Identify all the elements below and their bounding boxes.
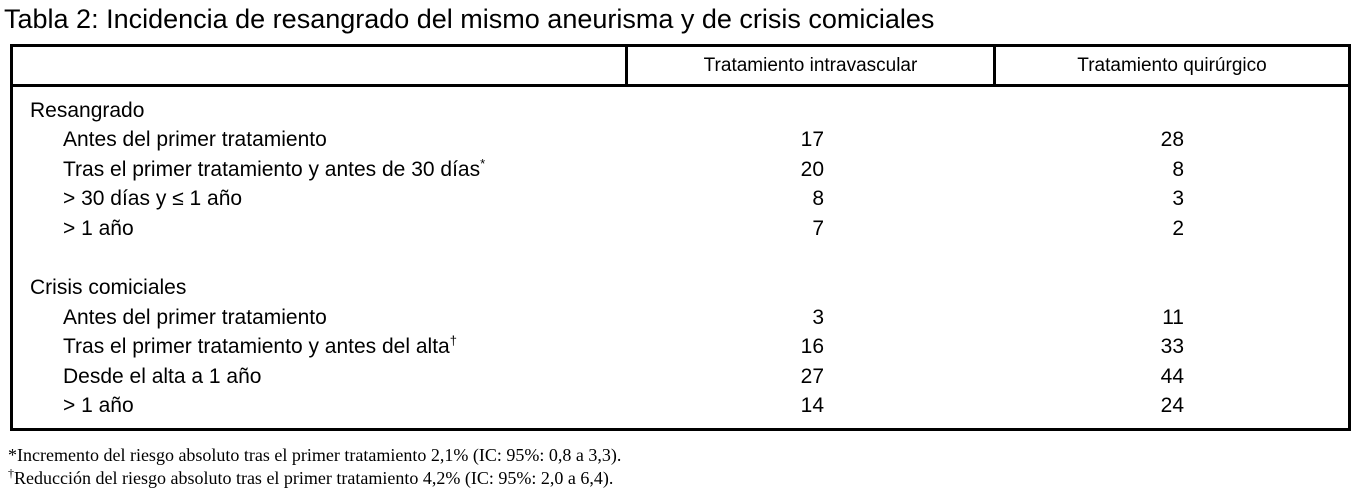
table-row: Tras el primer tratamiento y antes de 30… [13, 155, 1348, 185]
cell-quirurgico: 3 [1172, 187, 1184, 211]
row-label: Tras el primer tratamiento y antes del a… [63, 333, 457, 359]
data-table: Tratamiento intravascular Tratamiento qu… [10, 44, 1351, 431]
footnote-text: Reducción del riesgo absoluto tras el pr… [14, 468, 614, 488]
row-label: Desde el alta a 1 año [63, 364, 262, 388]
section-title: Crisis comiciales [30, 276, 187, 300]
row-label: Antes del primer tratamiento [63, 128, 327, 152]
footnote-dagger: †Reducción del riesgo absoluto tras el p… [8, 467, 1367, 490]
cell-quirurgico: 24 [1160, 394, 1184, 418]
document-page: Tabla 2: Incidencia de resangrado del mi… [0, 4, 1367, 490]
cell-intravascular: 17 [800, 128, 824, 152]
table-row: Antes del primer tratamiento 17 28 [13, 126, 1348, 156]
cell-quirurgico: 44 [1160, 364, 1184, 388]
table-row: Antes del primer tratamiento 3 11 [13, 303, 1348, 333]
table-body: Resangrado Antes del primer tratamiento … [13, 87, 1348, 428]
row-label: > 1 año [63, 216, 134, 240]
section-title-row: Resangrado [13, 96, 1348, 126]
cell-intravascular: 16 [800, 335, 824, 359]
header-empty-cell [13, 47, 628, 84]
cell-intravascular: 20 [800, 157, 824, 181]
cell-intravascular: 14 [800, 394, 824, 418]
cell-quirurgico: 2 [1172, 216, 1184, 240]
cell-quirurgico: 28 [1160, 128, 1184, 152]
footnote-marker: * [8, 445, 17, 465]
header-col-intravascular: Tratamiento intravascular [628, 47, 996, 84]
header-col-quirurgico: Tratamiento quirúrgico [1077, 54, 1267, 76]
cell-quirurgico: 33 [1160, 335, 1184, 359]
cell-intravascular: 27 [800, 364, 824, 388]
row-label: > 30 días y ≤ 1 año [63, 187, 243, 211]
section-title-row: Crisis comiciales [13, 274, 1348, 304]
row-marker: * [480, 155, 486, 171]
table-row: > 1 año 14 24 [13, 392, 1348, 422]
table-row: > 1 año 7 2 [13, 214, 1348, 244]
footnote-asterisk: *Incremento del riesgo absoluto tras el … [8, 444, 1367, 467]
cell-intravascular: 8 [812, 187, 824, 211]
row-label: > 1 año [63, 394, 134, 418]
table-row: Tras el primer tratamiento y antes del a… [13, 333, 1348, 363]
section-crisis-comiciales: Crisis comiciales Antes del primer trata… [13, 274, 1348, 422]
table-row: Desde el alta a 1 año 27 44 [13, 362, 1348, 392]
footnote-text: Incremento del riesgo absoluto tras el p… [17, 445, 622, 465]
table-row: > 30 días y ≤ 1 año 8 3 [13, 185, 1348, 215]
table-caption: Tabla 2: Incidencia de resangrado del mi… [4, 4, 935, 34]
footnotes: *Incremento del riesgo absoluto tras el … [8, 444, 1367, 490]
section-title: Resangrado [30, 98, 145, 122]
row-label: Antes del primer tratamiento [63, 305, 327, 329]
cell-quirurgico: 8 [1172, 157, 1184, 181]
cell-intravascular: 7 [812, 216, 824, 240]
table-header-row: Tratamiento intravascular Tratamiento qu… [13, 47, 1348, 87]
footnote-marker: † [8, 466, 14, 480]
row-label: Tras el primer tratamiento y antes de 30… [63, 155, 486, 181]
row-marker: † [449, 333, 457, 349]
cell-intravascular: 3 [812, 305, 824, 329]
section-resangrado: Resangrado Antes del primer tratamiento … [13, 96, 1348, 244]
cell-quirurgico: 11 [1162, 305, 1184, 329]
